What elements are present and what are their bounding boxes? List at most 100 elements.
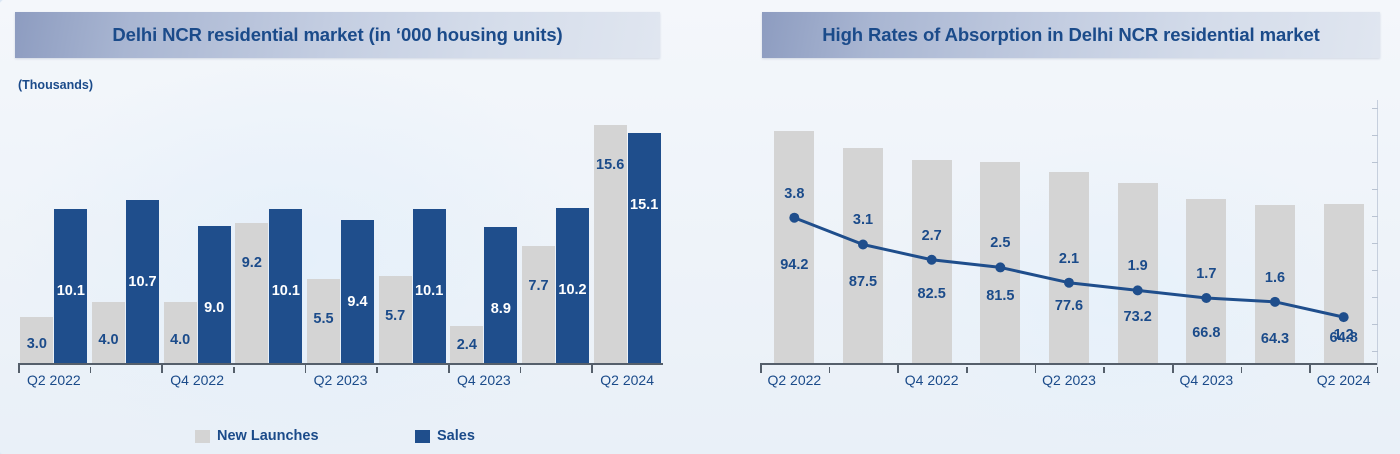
right-x-tick-1 <box>828 367 831 373</box>
secondary-y-tick-6 <box>1372 270 1378 271</box>
secondary-y-tick-4 <box>1372 216 1378 217</box>
bar-label-new-launches-Q2 2023: 5.5 <box>313 311 334 328</box>
right-chart-panel: High Rates of Absorption in Delhi NCR re… <box>740 0 1400 454</box>
bar-sales-Q2 2024 <box>627 132 661 363</box>
right-x-label-Q2-2023: Q2 2023 <box>1042 372 1096 388</box>
year-to-sales-marker-Q1 2024 <box>1270 296 1280 307</box>
right-x-tick-8 <box>1309 364 1311 373</box>
left-x-axis-line <box>18 363 663 365</box>
bar-label-new-launches-Q2 2022: 3.0 <box>26 335 47 352</box>
bar-label-unsold-inventory-Q2 2023: 77.6 <box>1054 298 1084 315</box>
year-to-sales-polyline <box>793 216 1344 319</box>
bar-sales-Q3 2023 <box>412 209 446 363</box>
bar-label-sales-Q2 2023: 9.4 <box>347 293 368 310</box>
right-x-tick-6 <box>1172 364 1174 373</box>
secondary-y-tick-9 <box>1372 351 1378 352</box>
line-label-year-to-sales-Q1 2023: 2.5 <box>990 235 1011 252</box>
left-chart-title-bar: Delhi NCR residential market (in ‘000 ho… <box>15 12 660 58</box>
bar-label-unsold-inventory-Q1 2024: 64.3 <box>1260 330 1290 347</box>
legend-item-new-launches[interactable]: New Launches <box>195 428 319 444</box>
right-x-tick-9 <box>1376 367 1378 373</box>
year-to-sales-line-series <box>789 212 1349 323</box>
line-label-year-to-sales-Q4 2023: 1.7 <box>1196 266 1217 282</box>
left-x-tick-4 <box>304 364 307 373</box>
right-chart-title: High Rates of Absorption in Delhi NCR re… <box>822 24 1320 45</box>
bar-sales-Q1 2024 <box>556 207 589 363</box>
left-chart-panel: Delhi NCR residential market (in ‘000 ho… <box>15 12 663 444</box>
right-x-label-Q4-2023: Q4 2023 <box>1179 372 1234 388</box>
right-x-tick-4 <box>1034 364 1037 373</box>
left-x-tick-7 <box>519 367 522 373</box>
year-to-sales-marker-Q4 2023 <box>1201 293 1212 304</box>
bar-sales-Q2 2023 <box>341 219 374 363</box>
legend-label-new-launches: New Launches <box>217 428 319 444</box>
year-to-sales-marker-Q2 2022 <box>789 212 800 223</box>
line-label-year-to-sales-Q2 2024: 1.2 <box>1333 327 1354 344</box>
right-x-tick-0 <box>760 364 762 373</box>
line-label-year-to-sales-Q1 2024: 1.6 <box>1264 269 1286 286</box>
bar-label-new-launches-Q1 2024: 7.7 <box>528 277 549 294</box>
line-label-year-to-sales-Q2 2022: 3.8 <box>784 185 805 202</box>
bar-new-launches-Q3 2023 <box>378 276 412 363</box>
bar-label-new-launches-Q1 2023: 9.2 <box>241 254 262 271</box>
left-chart-title: Delhi NCR residential market (in ‘000 ho… <box>112 24 563 45</box>
left-plot-area: 3.0 4.0 4.0 9.2 5.5 5.7 2.4 7.7 15.6 10.1 10.7 9.0 1… <box>18 100 663 388</box>
bar-unsold-inventory-Q2 2023 <box>1049 172 1089 363</box>
bar-label-sales-Q4 2023: 8.9 <box>490 301 511 318</box>
bar-new-launches-Q4 2023 <box>450 326 484 363</box>
bar-label-new-launches-Q4 2022: 4.0 <box>170 331 191 348</box>
bar-label-sales-Q4 2022: 9.0 <box>204 299 225 316</box>
left-x-tick-6 <box>448 364 450 373</box>
right-x-tick-2 <box>897 364 899 373</box>
bar-label-new-launches-Q4 2023: 2.4 <box>456 337 477 353</box>
bar-sales-Q2 2022 <box>54 209 88 363</box>
line-label-year-to-sales-Q3 2022: 3.1 <box>852 212 874 229</box>
secondary-y-tick-3 <box>1372 189 1378 190</box>
line-label-year-to-sales-Q4 2022: 2.7 <box>921 227 942 244</box>
bar-unsold-inventory-Q1 2024 <box>1255 204 1295 363</box>
bar-label-sales-Q1 2024: 10.2 <box>558 281 587 298</box>
right-x-tick-3 <box>966 367 968 373</box>
bar-label-unsold-inventory-Q3 2022: 87.5 <box>848 273 878 290</box>
bar-unsold-inventory-Q4 2023 <box>1186 198 1227 363</box>
left-x-tick-5 <box>376 367 378 373</box>
bar-label-sales-Q3 2022: 10.7 <box>128 273 157 290</box>
line-label-year-to-sales-Q2 2023: 2.1 <box>1058 250 1080 267</box>
legend-swatch-sales <box>415 429 430 443</box>
bar-label-sales-Q3 2023: 10.1 <box>415 283 444 300</box>
bar-unsold-inventory-Q2 2022 <box>774 131 815 363</box>
left-x-label-Q4-2023: Q4 2023 <box>456 372 511 388</box>
bar-label-sales-Q2 2022: 10.1 <box>56 283 85 300</box>
line-label-year-to-sales-Q3 2023: 1.9 <box>1127 258 1148 275</box>
bar-label-new-launches-Q3 2022: 4.0 <box>98 331 119 348</box>
bar-label-unsold-inventory-Q1 2023: 81.5 <box>986 288 1015 305</box>
bar-unsold-inventory-Q3 2022 <box>843 147 883 363</box>
year-to-sales-marker-Q2 2023 <box>1064 277 1074 288</box>
bar-label-unsold-inventory-Q3 2023: 73.2 <box>1123 308 1152 325</box>
bar-new-launches-Q2 2022 <box>20 317 54 363</box>
bar-label-unsold-inventory-Q2 2024: 64.8 <box>1329 329 1358 346</box>
bar-new-launches-Q3 2022 <box>92 302 125 363</box>
bar-label-unsold-inventory-Q4 2023: 66.8 <box>1192 324 1221 341</box>
legend-item-sales[interactable]: Sales <box>415 428 475 444</box>
bar-sales-Q4 2022 <box>197 225 231 363</box>
left-axis-unit-label: (Thousands) <box>18 78 93 92</box>
left-x-tick-2 <box>161 364 163 373</box>
right-chart-title-bar: High Rates of Absorption in Delhi NCR re… <box>762 12 1380 58</box>
year-to-sales-marker-Q3 2022 <box>858 239 868 250</box>
bar-label-sales-Q2 2024: 15.1 <box>630 196 659 213</box>
bar-new-launches-Q2 2023 <box>307 279 340 363</box>
year-to-sales-marker-Q2 2024 <box>1338 312 1349 323</box>
secondary-y-tick-8 <box>1372 324 1378 325</box>
secondary-y-tick-0 <box>1372 108 1378 109</box>
secondary-y-axis-line <box>1377 100 1378 365</box>
right-x-tick-7 <box>1240 367 1243 373</box>
left-x-tick-0 <box>18 364 20 373</box>
bar-new-launches-Q2 2024 <box>593 125 627 363</box>
bar-sales-Q4 2023 <box>484 227 518 363</box>
right-x-label-Q2-2022: Q2 2022 <box>767 372 822 388</box>
year-to-sales-marker-Q3 2023 <box>1132 285 1143 296</box>
bar-label-new-launches-Q2 2024: 15.6 <box>596 157 625 174</box>
left-x-tick-1 <box>89 367 92 373</box>
left-x-label-Q4-2022: Q4 2022 <box>170 372 225 388</box>
